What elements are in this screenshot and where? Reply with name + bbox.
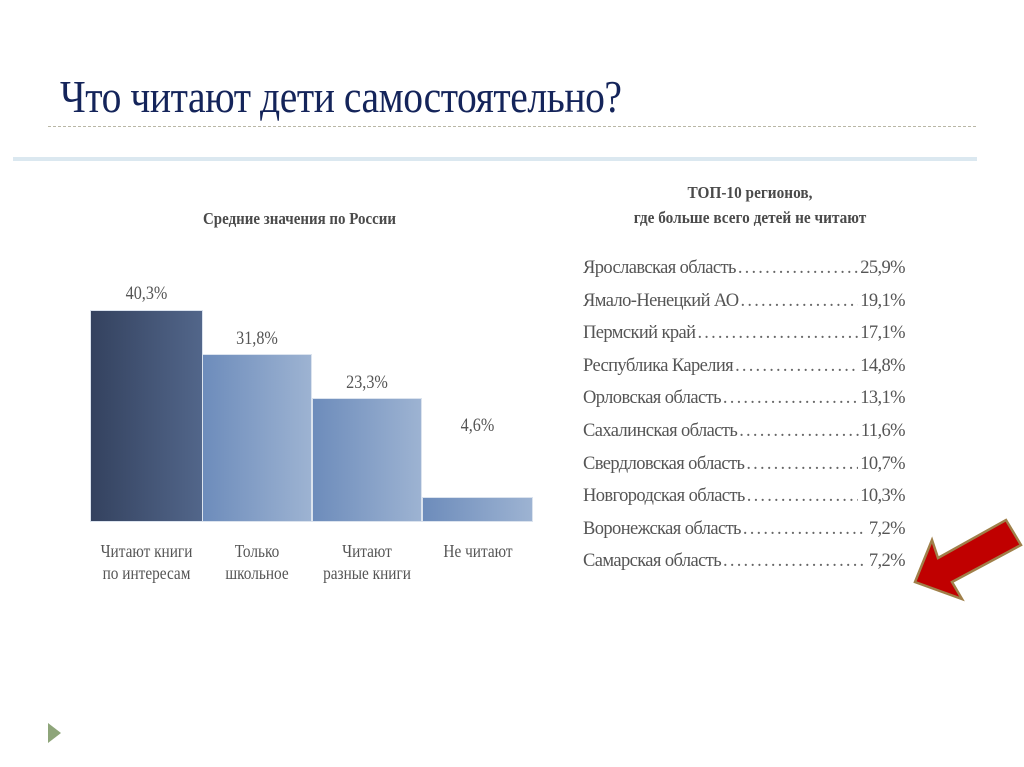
- list-item: Воронежская область.....................…: [583, 518, 905, 539]
- list-item: Свердловская область....................…: [583, 453, 905, 474]
- bar-not-reading: [422, 497, 533, 522]
- list-item: Республика Карелия......................…: [583, 355, 905, 376]
- bar-label-4: Не читают: [443, 541, 513, 561]
- bar-school-only: [202, 354, 312, 522]
- bar-value-4: 4,6%: [460, 415, 495, 436]
- bar-value-2: 31,8%: [236, 328, 278, 349]
- top10-title: ТОП-10 регионов, где больше всего детей …: [633, 183, 867, 227]
- list-item: Сахалинская область.....................…: [583, 420, 905, 441]
- bar-value-3: 23,3%: [346, 372, 388, 393]
- bar-label-3: Читают разные книги: [323, 541, 411, 583]
- list-item: Ярославская область.....................…: [583, 258, 905, 278]
- play-triangle-icon[interactable]: [48, 723, 61, 743]
- bar-label-1: Читают книги по интересам: [100, 541, 193, 583]
- list-item-highlighted: Самарская область.......................…: [583, 551, 905, 572]
- bar-various-books: [312, 398, 422, 522]
- header-band: [13, 157, 977, 161]
- list-item: Новгородская область....................…: [583, 486, 905, 507]
- bar-label-2: Только школьное: [225, 541, 289, 583]
- title-divider: [48, 126, 976, 127]
- slide-title: Что читают дети самостоятельно?: [60, 71, 622, 122]
- chart-title: Средние значения по России: [203, 209, 397, 228]
- red-arrow-icon: [913, 518, 1023, 602]
- list-item: Орловская область.......................…: [583, 388, 905, 409]
- region-list: Ярославская область.....................…: [583, 258, 905, 584]
- bar-value-1: 40,3%: [125, 283, 168, 304]
- list-item: Ямало-Ненецкий АО.......................…: [583, 290, 905, 311]
- bar-reads-by-interest: [90, 310, 203, 522]
- list-item: Пермский край...........................…: [583, 323, 905, 344]
